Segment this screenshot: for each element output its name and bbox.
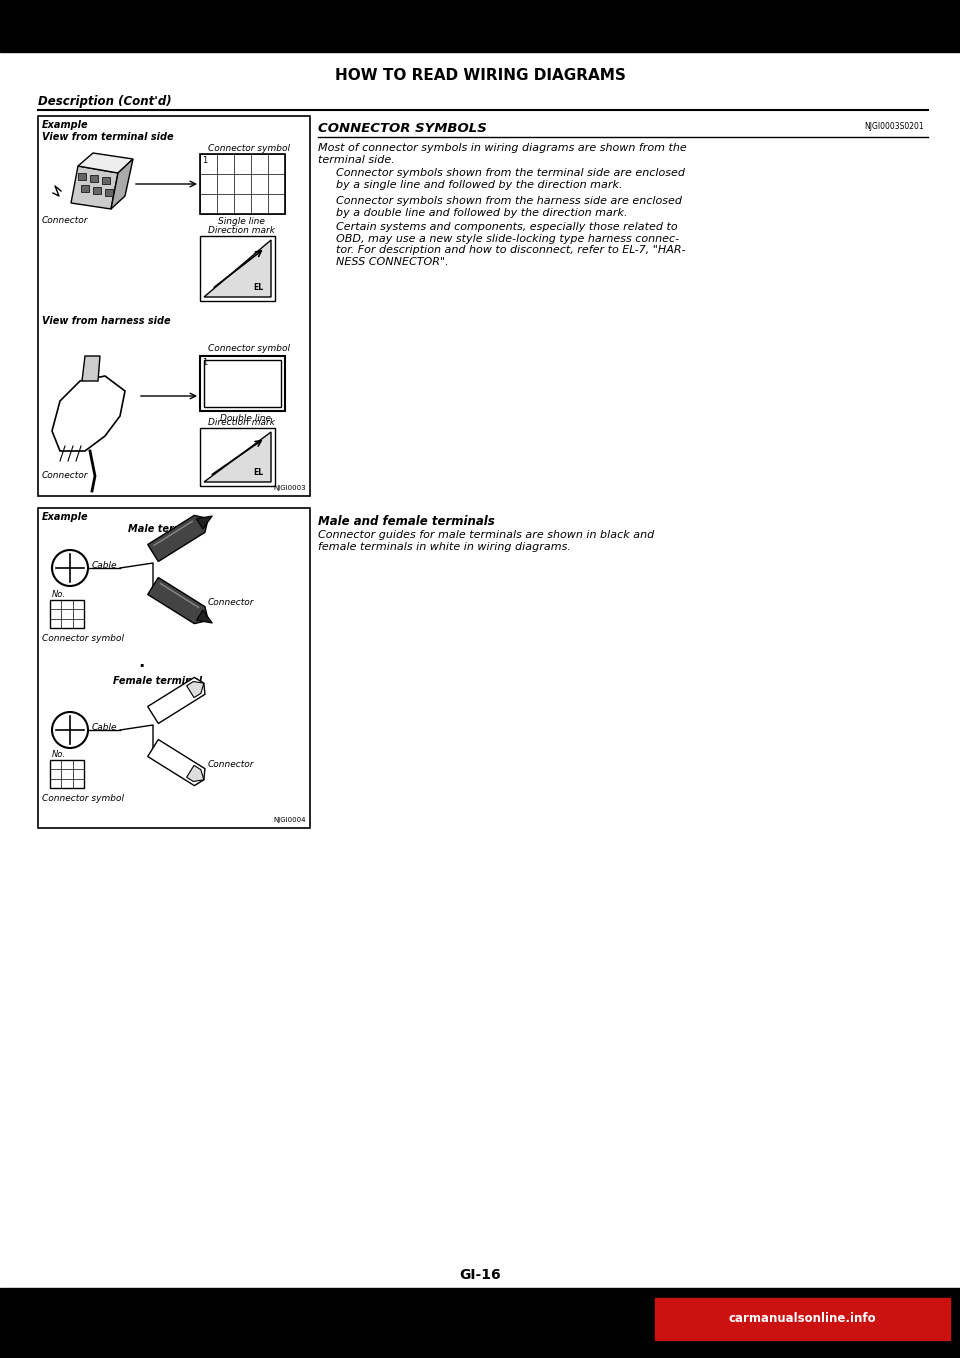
Bar [78, 172, 86, 181]
Text: NJGI0003: NJGI0003 [274, 485, 306, 492]
Bar [81, 185, 89, 191]
Text: View from terminal side: View from terminal side [42, 132, 174, 143]
Polygon shape [78, 153, 133, 172]
Polygon shape [82, 356, 100, 382]
Bar [102, 177, 110, 183]
Polygon shape [186, 766, 204, 781]
Text: Connector: Connector [208, 598, 254, 607]
Text: CONNECTOR SYMBOLS: CONNECTOR SYMBOLS [318, 122, 487, 134]
Text: Connector symbol: Connector symbol [208, 344, 290, 353]
Text: No.: No. [52, 589, 66, 599]
Text: Cable: Cable [92, 722, 117, 732]
Text: Certain systems and components, especially those related to
OBD, may use a new s: Certain systems and components, especial… [336, 221, 685, 266]
Text: GI-16: GI-16 [459, 1268, 501, 1282]
Text: Male and female terminals: Male and female terminals [318, 515, 494, 528]
Bar [200, 356, 285, 411]
Text: Double line: Double line [220, 414, 271, 422]
Text: EL: EL [253, 282, 263, 292]
Bar [38, 508, 310, 828]
Text: Most of connector symbols in wiring diagrams are shown from the
terminal side.: Most of connector symbols in wiring diag… [318, 143, 686, 164]
Text: Description (Cont'd): Description (Cont'd) [38, 95, 172, 109]
Polygon shape [204, 240, 271, 297]
Polygon shape [148, 577, 208, 623]
Bar [50, 600, 84, 627]
Polygon shape [204, 432, 271, 482]
Polygon shape [71, 166, 118, 209]
Bar [655, 1298, 950, 1340]
Text: carmanualsonline.info: carmanualsonline.info [729, 1312, 876, 1325]
Text: Connector: Connector [208, 760, 254, 769]
Text: Connector: Connector [42, 216, 88, 225]
Text: 1: 1 [202, 156, 207, 166]
Text: Example: Example [42, 512, 88, 521]
Text: Connector symbols shown from the terminal side are enclosed
by a single line and: Connector symbols shown from the termina… [336, 168, 685, 190]
Text: Male terminal: Male terminal [128, 524, 204, 534]
Polygon shape [197, 610, 212, 623]
Polygon shape [52, 376, 125, 451]
Bar [200, 153, 285, 215]
Polygon shape [148, 678, 204, 724]
Polygon shape [186, 682, 204, 698]
Bar [200, 428, 275, 486]
Bar [0, 1287, 960, 1358]
Text: Female terminal: Female terminal [113, 676, 203, 686]
Text: Single line: Single line [218, 217, 265, 225]
Bar [0, 0, 960, 52]
Text: Connector symbol: Connector symbol [42, 794, 124, 803]
Text: EL: EL [253, 469, 263, 477]
Text: No.: No. [52, 750, 66, 759]
Text: .: . [138, 653, 144, 671]
Text: Connector guides for male terminals are shown in black and
female terminals in w: Connector guides for male terminals are … [318, 530, 655, 551]
Bar [38, 115, 310, 496]
Polygon shape [148, 740, 204, 786]
Polygon shape [111, 159, 133, 209]
Text: HOW TO READ WIRING DIAGRAMS: HOW TO READ WIRING DIAGRAMS [335, 68, 625, 83]
Text: NJGI0003S0201: NJGI0003S0201 [864, 122, 924, 130]
Text: Example: Example [42, 120, 88, 130]
Polygon shape [197, 516, 212, 530]
Text: NJGI0004: NJGI0004 [274, 818, 306, 823]
Text: Direction mark: Direction mark [208, 418, 275, 426]
Text: View from harness side: View from harness side [42, 316, 171, 326]
Bar [93, 187, 101, 194]
Text: Connector symbols shown from the harness side are enclosed
by a double line and : Connector symbols shown from the harness… [336, 196, 682, 217]
Polygon shape [148, 516, 208, 561]
Bar [200, 236, 275, 301]
Text: Cable: Cable [92, 561, 117, 570]
Bar [50, 760, 84, 788]
Text: Connector symbol: Connector symbol [208, 144, 290, 153]
Bar [204, 360, 281, 407]
Bar [90, 175, 98, 182]
Text: Connector: Connector [42, 471, 88, 479]
Text: Connector symbol: Connector symbol [42, 634, 124, 642]
Text: 1: 1 [202, 359, 207, 367]
Bar [105, 189, 113, 196]
Text: Direction mark: Direction mark [208, 225, 275, 235]
